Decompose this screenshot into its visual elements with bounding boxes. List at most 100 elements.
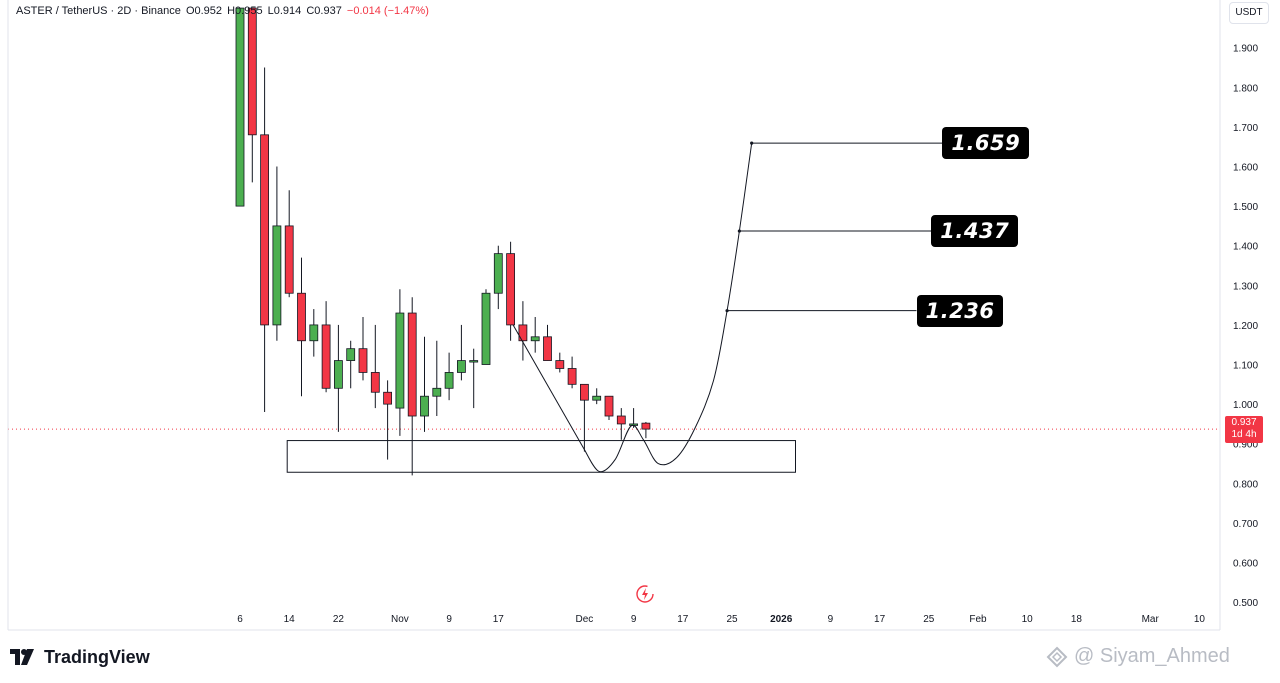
last-price-tag: 0.937 1d 4h <box>1225 416 1263 443</box>
projection-curve-layer <box>512 141 943 473</box>
candle-body-down <box>555 360 565 369</box>
tradingview-brand-name: TradingView <box>44 646 150 667</box>
x-tick-label: 9 <box>446 614 452 625</box>
author-watermark: @ Siyam_Ahmed <box>1046 645 1230 668</box>
y-tick-label: 1.800 <box>1233 83 1258 94</box>
candle <box>555 352 565 373</box>
candle-body-down <box>567 368 577 385</box>
candle-body-down <box>580 383 589 401</box>
x-tick-label: Mar <box>1142 614 1160 625</box>
candle-body-down <box>604 395 614 417</box>
x-tick-label: 10 <box>1194 614 1206 625</box>
candle-body-down <box>247 7 257 136</box>
x-tick-label: 6 <box>237 614 243 625</box>
y-tick-label: 1.400 <box>1233 242 1258 253</box>
bar-countdown: 1d 4h <box>1231 429 1257 440</box>
x-tick-label: 25 <box>923 614 935 625</box>
target-label: 1.437 <box>931 215 1019 248</box>
candle-body-down <box>407 312 417 417</box>
x-tick-label: 18 <box>1071 614 1083 625</box>
x-tick-label: Feb <box>969 614 987 625</box>
candle <box>641 421 651 439</box>
candle <box>543 324 552 361</box>
candle-body-up <box>333 360 343 389</box>
candle <box>469 348 479 409</box>
diamond-icon <box>1046 646 1068 667</box>
x-tick-label: 17 <box>874 614 886 625</box>
candle-body-down <box>506 253 516 326</box>
candle-layer <box>235 7 651 476</box>
candle-body-down <box>321 324 331 389</box>
candle <box>481 289 491 365</box>
candle <box>358 317 368 381</box>
tradingview-logo[interactable]: TradingView <box>10 646 150 668</box>
y-tick-label: 0.900 <box>1233 440 1258 451</box>
x-tick-label: 9 <box>828 614 834 625</box>
candle-body-up <box>346 348 356 361</box>
x-tick-label: Nov <box>391 614 409 625</box>
y-tick-label: 0.800 <box>1233 479 1258 490</box>
candle-body-down <box>641 422 651 430</box>
candle <box>235 7 245 207</box>
candle-body-up <box>432 387 442 397</box>
ohlc-open: O0.952 <box>185 5 223 17</box>
candle <box>321 301 331 393</box>
y-tick-label: 0.500 <box>1233 598 1258 609</box>
x-tick-label: 14 <box>284 614 296 625</box>
candle-body-up <box>395 312 405 409</box>
candle <box>395 289 405 436</box>
y-tick-label: 0.700 <box>1233 519 1258 530</box>
candle <box>383 380 393 460</box>
candle <box>333 324 343 432</box>
y-tick-label: 1.600 <box>1233 163 1258 174</box>
x-tick-label: 17 <box>493 614 505 625</box>
last-price-value: 0.937 <box>1231 417 1257 428</box>
candle-body-up <box>235 7 245 207</box>
tradingview-logo-icon <box>10 649 34 665</box>
candle-body-up <box>481 292 491 365</box>
candle <box>518 301 528 361</box>
candle-body-up <box>444 372 454 389</box>
candle <box>604 395 614 420</box>
candle-body-up <box>530 336 540 342</box>
candle <box>592 388 602 405</box>
currency-button[interactable]: USDT <box>1229 2 1269 24</box>
symbol-title[interactable]: ASTER / TetherUS · 2D · Binance <box>16 5 181 17</box>
target-label: 1.236 <box>916 294 1004 327</box>
flash-icon[interactable] <box>635 584 655 604</box>
candle <box>506 241 516 341</box>
y-tick-label: 1.500 <box>1233 202 1258 213</box>
support-zone-box <box>286 440 796 473</box>
ohlc-change: −0.014 (−1.47%) <box>346 5 429 17</box>
candle-body-up <box>493 253 503 294</box>
candle <box>456 324 466 381</box>
y-tick-label: 1.100 <box>1233 361 1258 372</box>
candle-body-up <box>420 395 429 417</box>
target-anchor-dot <box>725 309 729 313</box>
candle-body-down <box>260 134 270 326</box>
candle-body-down <box>297 292 306 342</box>
ohlc-high: H0.955 <box>227 5 263 17</box>
candle-body-down <box>284 225 294 294</box>
target-label: 1.659 <box>942 127 1030 160</box>
candle-body-up <box>309 324 319 342</box>
y-tick-label: 0.600 <box>1233 559 1258 570</box>
x-tick-label: 2026 <box>770 614 793 625</box>
x-tick-label: 25 <box>726 614 738 625</box>
candle <box>493 245 503 310</box>
candle <box>272 166 282 341</box>
x-tick-label: 22 <box>333 614 345 625</box>
candle <box>567 356 577 389</box>
x-tick-label: 17 <box>677 614 689 625</box>
y-tick-label: 1.700 <box>1233 123 1258 134</box>
candle <box>420 336 429 432</box>
x-tick-label: 10 <box>1022 614 1034 625</box>
ohlc-low: L0.914 <box>267 5 302 17</box>
y-tick-label: 1.900 <box>1233 44 1258 55</box>
candle-body-down <box>518 324 528 342</box>
candle-body-down <box>383 391 393 405</box>
candle <box>407 297 417 476</box>
x-tick-label: Dec <box>576 614 594 625</box>
candle <box>260 67 270 413</box>
